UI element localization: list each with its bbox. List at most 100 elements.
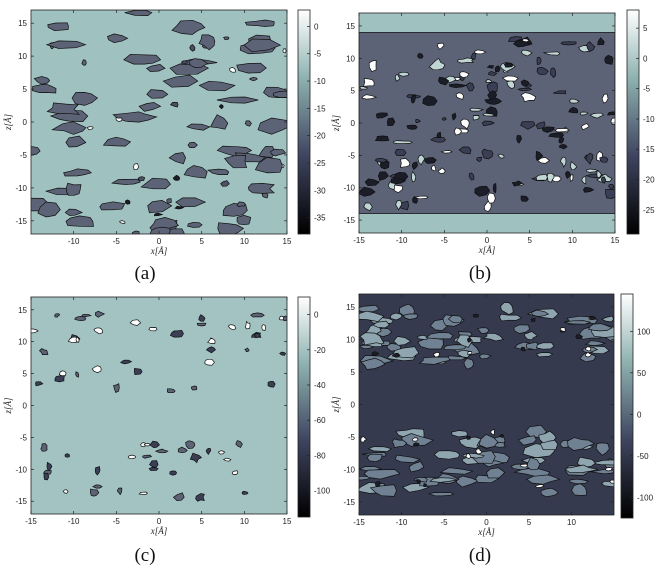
contour-region [65,135,87,148]
contour-region [589,316,597,320]
x-tick-label: -10 [68,517,80,526]
contour-region [538,430,557,444]
contour-region [125,199,131,205]
contour-region [63,168,93,177]
contour-region [526,457,541,471]
contour-region [366,453,383,463]
contour-region [124,10,153,16]
contour-region [437,167,446,174]
contour-region [64,208,83,216]
contour-region [71,92,99,106]
contour-region [46,461,53,471]
contour-region [410,94,416,104]
contour-region [575,334,584,340]
x-tick-label: 0 [484,518,489,527]
contour-region [564,170,571,179]
y-tick-label: 15 [346,303,355,312]
contour-region [478,353,492,360]
contour-region [368,59,377,73]
contour-region [569,174,574,183]
x-tick-label: 0 [157,237,162,246]
contour-region [597,37,605,46]
x-axis-label: x[Å] [150,246,168,256]
contour-field [359,302,614,498]
contour-region [91,365,102,374]
contour-region [149,460,159,468]
contour-region [567,437,596,451]
contour-region [412,442,421,447]
contour-field [31,10,287,234]
contour-region [120,359,133,365]
contour-region [523,331,539,341]
contour-region [428,492,455,497]
contour-region [90,488,100,497]
contour-region [236,201,246,208]
contour-region [31,328,39,334]
contour-region [133,368,143,375]
x-axis-label: x[Å] [477,527,495,537]
colorbar-tick-label: -15 [643,145,655,154]
y-tick-label: -15 [15,217,27,226]
colorbar-tick-label: 0 [643,54,648,63]
y-axis-label: z[Å] [3,397,13,415]
contour-region [190,385,198,391]
contour-region [43,472,50,481]
contour-region [535,484,545,488]
contour-region [65,182,82,196]
contour-region [359,186,376,197]
colorbar-tick-label: -15 [314,104,326,113]
contour-region [540,487,559,498]
contour-region [595,442,610,456]
contour-region [372,320,390,329]
contour-region [236,215,252,226]
contour-region [412,196,418,204]
y-axis-label: z[Å] [331,396,341,414]
contour-region [244,347,250,353]
contour-region [279,351,287,356]
contour-region [188,58,209,68]
contour-region [272,90,287,98]
contour-region [543,51,561,56]
y-tick-label: -10 [343,184,355,193]
contour-region [361,94,378,100]
contour-region [476,327,490,334]
contour-region [231,470,239,475]
contour-region [218,104,224,110]
contour-region [571,483,587,496]
contour-region [550,67,557,79]
contour-region [554,128,570,133]
panel-4: -15 -10 -5 0 5 10151050-5-10-15x[Å]z[Å]100500… [331,293,654,566]
contour-region [129,319,142,326]
contour-region [487,90,498,101]
contour-region [440,150,454,154]
contour-region [517,87,533,92]
contour-region [148,467,159,471]
y-tick-label: 0 [351,119,356,128]
x-tick-label: 10 [240,237,249,246]
contour-region [149,226,171,234]
contour-region [474,185,491,197]
contour-region [94,466,101,476]
contour-region [456,57,474,64]
y-tick-label: 5 [23,370,28,379]
contour-region [447,315,463,323]
contour-region [267,380,276,388]
contour-region [458,146,472,155]
contour-region [175,197,207,208]
contour-region [425,332,454,340]
y-tick-label: -10 [15,184,27,193]
y-tick-label: -5 [348,151,356,160]
contour-region [62,489,69,494]
contour-region [499,313,523,322]
contour-region [107,33,129,43]
y-tick-label: -15 [15,497,27,506]
contour-region [189,452,203,464]
contour-region [585,346,592,352]
contour-region [187,222,203,228]
y-axis-label: z[Å] [331,115,341,133]
contour-region [536,67,549,76]
colorbar-tick-label: -20 [314,132,326,141]
contour-region [588,323,613,332]
x-tick-label: 5 [527,236,532,245]
contour-region [513,467,551,477]
